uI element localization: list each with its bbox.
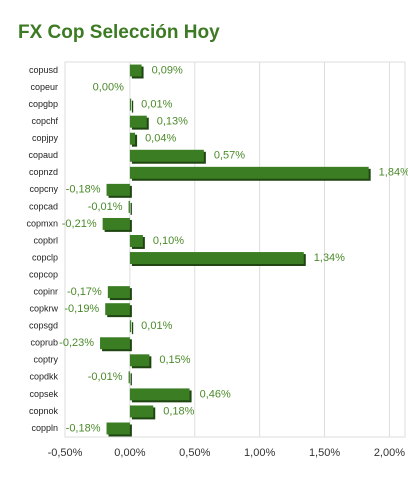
value-label: -0,23% bbox=[59, 337, 94, 349]
bar bbox=[128, 371, 130, 384]
bar bbox=[129, 132, 136, 145]
bar bbox=[129, 405, 154, 418]
value-label: 0,01% bbox=[141, 99, 172, 111]
y-tick-label: coppln bbox=[31, 423, 58, 433]
bar bbox=[129, 388, 190, 401]
y-tick-label: copnzd bbox=[29, 167, 58, 177]
x-tick-label: 2,00% bbox=[374, 447, 405, 459]
y-tick-label: copmxn bbox=[26, 218, 58, 228]
y-tick-label: copsgd bbox=[29, 321, 58, 331]
bar bbox=[129, 252, 304, 264]
y-tick-label: copaud bbox=[28, 150, 58, 160]
bar bbox=[129, 235, 143, 247]
value-label: 0,04% bbox=[145, 133, 176, 145]
bar bbox=[129, 320, 132, 333]
value-label: 0,13% bbox=[157, 116, 188, 128]
bar-shadow bbox=[130, 373, 132, 386]
y-tick-label: coptry bbox=[33, 355, 58, 365]
bar bbox=[129, 64, 142, 77]
bar bbox=[106, 422, 130, 435]
x-tick-label: 0,00% bbox=[114, 447, 145, 459]
bar bbox=[129, 115, 147, 128]
value-label: 0,10% bbox=[153, 235, 184, 247]
bar bbox=[128, 200, 130, 213]
y-tick-label: copusd bbox=[29, 65, 58, 75]
value-label: -0,21% bbox=[62, 218, 97, 230]
x-tick-label: -0,50% bbox=[48, 447, 83, 459]
y-tick-label: copcop bbox=[29, 269, 58, 279]
bar bbox=[102, 217, 130, 230]
chart-title: FX Cop Selección Hoy bbox=[18, 22, 220, 43]
value-label: -0,19% bbox=[64, 303, 99, 315]
y-tick-label: copclp bbox=[32, 252, 58, 262]
bar-shadow bbox=[130, 202, 132, 215]
x-tick-label: 0,50% bbox=[179, 447, 210, 459]
y-tick-label: copinr bbox=[33, 286, 58, 296]
y-tick-label: copjpy bbox=[32, 133, 59, 143]
bar bbox=[106, 183, 130, 196]
y-tick-label: copchf bbox=[31, 116, 58, 126]
bar bbox=[129, 98, 132, 111]
y-tick-label: copbrl bbox=[33, 235, 58, 245]
y-tick-label: copsek bbox=[29, 389, 58, 399]
y-tick-label: copnok bbox=[29, 406, 59, 416]
value-label: 0,00% bbox=[93, 81, 124, 93]
value-label: 0,18% bbox=[163, 405, 194, 417]
bar bbox=[129, 166, 369, 179]
value-label: 0,09% bbox=[152, 64, 183, 76]
bar bbox=[129, 354, 150, 367]
x-tick-label: 1,00% bbox=[244, 447, 275, 459]
y-tick-label: copcad bbox=[29, 201, 58, 211]
y-tick-label: copkrw bbox=[29, 304, 58, 314]
bar-shadow bbox=[131, 100, 134, 113]
bar bbox=[105, 303, 130, 316]
y-tick-label: coprub bbox=[30, 338, 58, 348]
value-label: 0,46% bbox=[200, 388, 231, 400]
y-tick-label: copgbp bbox=[28, 99, 58, 109]
value-label: 0,01% bbox=[141, 320, 172, 332]
value-label: 1,84% bbox=[379, 167, 408, 179]
value-label: 0,15% bbox=[159, 354, 190, 366]
value-label: -0,01% bbox=[88, 371, 123, 383]
y-tick-label: copcny bbox=[29, 184, 58, 194]
value-label: 1,34% bbox=[314, 252, 345, 264]
value-label: -0,17% bbox=[67, 286, 102, 298]
y-tick-label: copdkk bbox=[29, 372, 58, 382]
y-tick-label: copeur bbox=[30, 82, 58, 92]
bar bbox=[100, 337, 130, 350]
value-label: -0,18% bbox=[66, 422, 101, 434]
bar-shadow bbox=[131, 322, 134, 335]
value-label: 0,57% bbox=[214, 150, 245, 162]
bar bbox=[129, 149, 204, 162]
value-label: -0,01% bbox=[88, 201, 123, 213]
x-tick-label: 1,50% bbox=[309, 447, 340, 459]
bar bbox=[107, 286, 130, 299]
value-label: -0,18% bbox=[66, 184, 101, 196]
